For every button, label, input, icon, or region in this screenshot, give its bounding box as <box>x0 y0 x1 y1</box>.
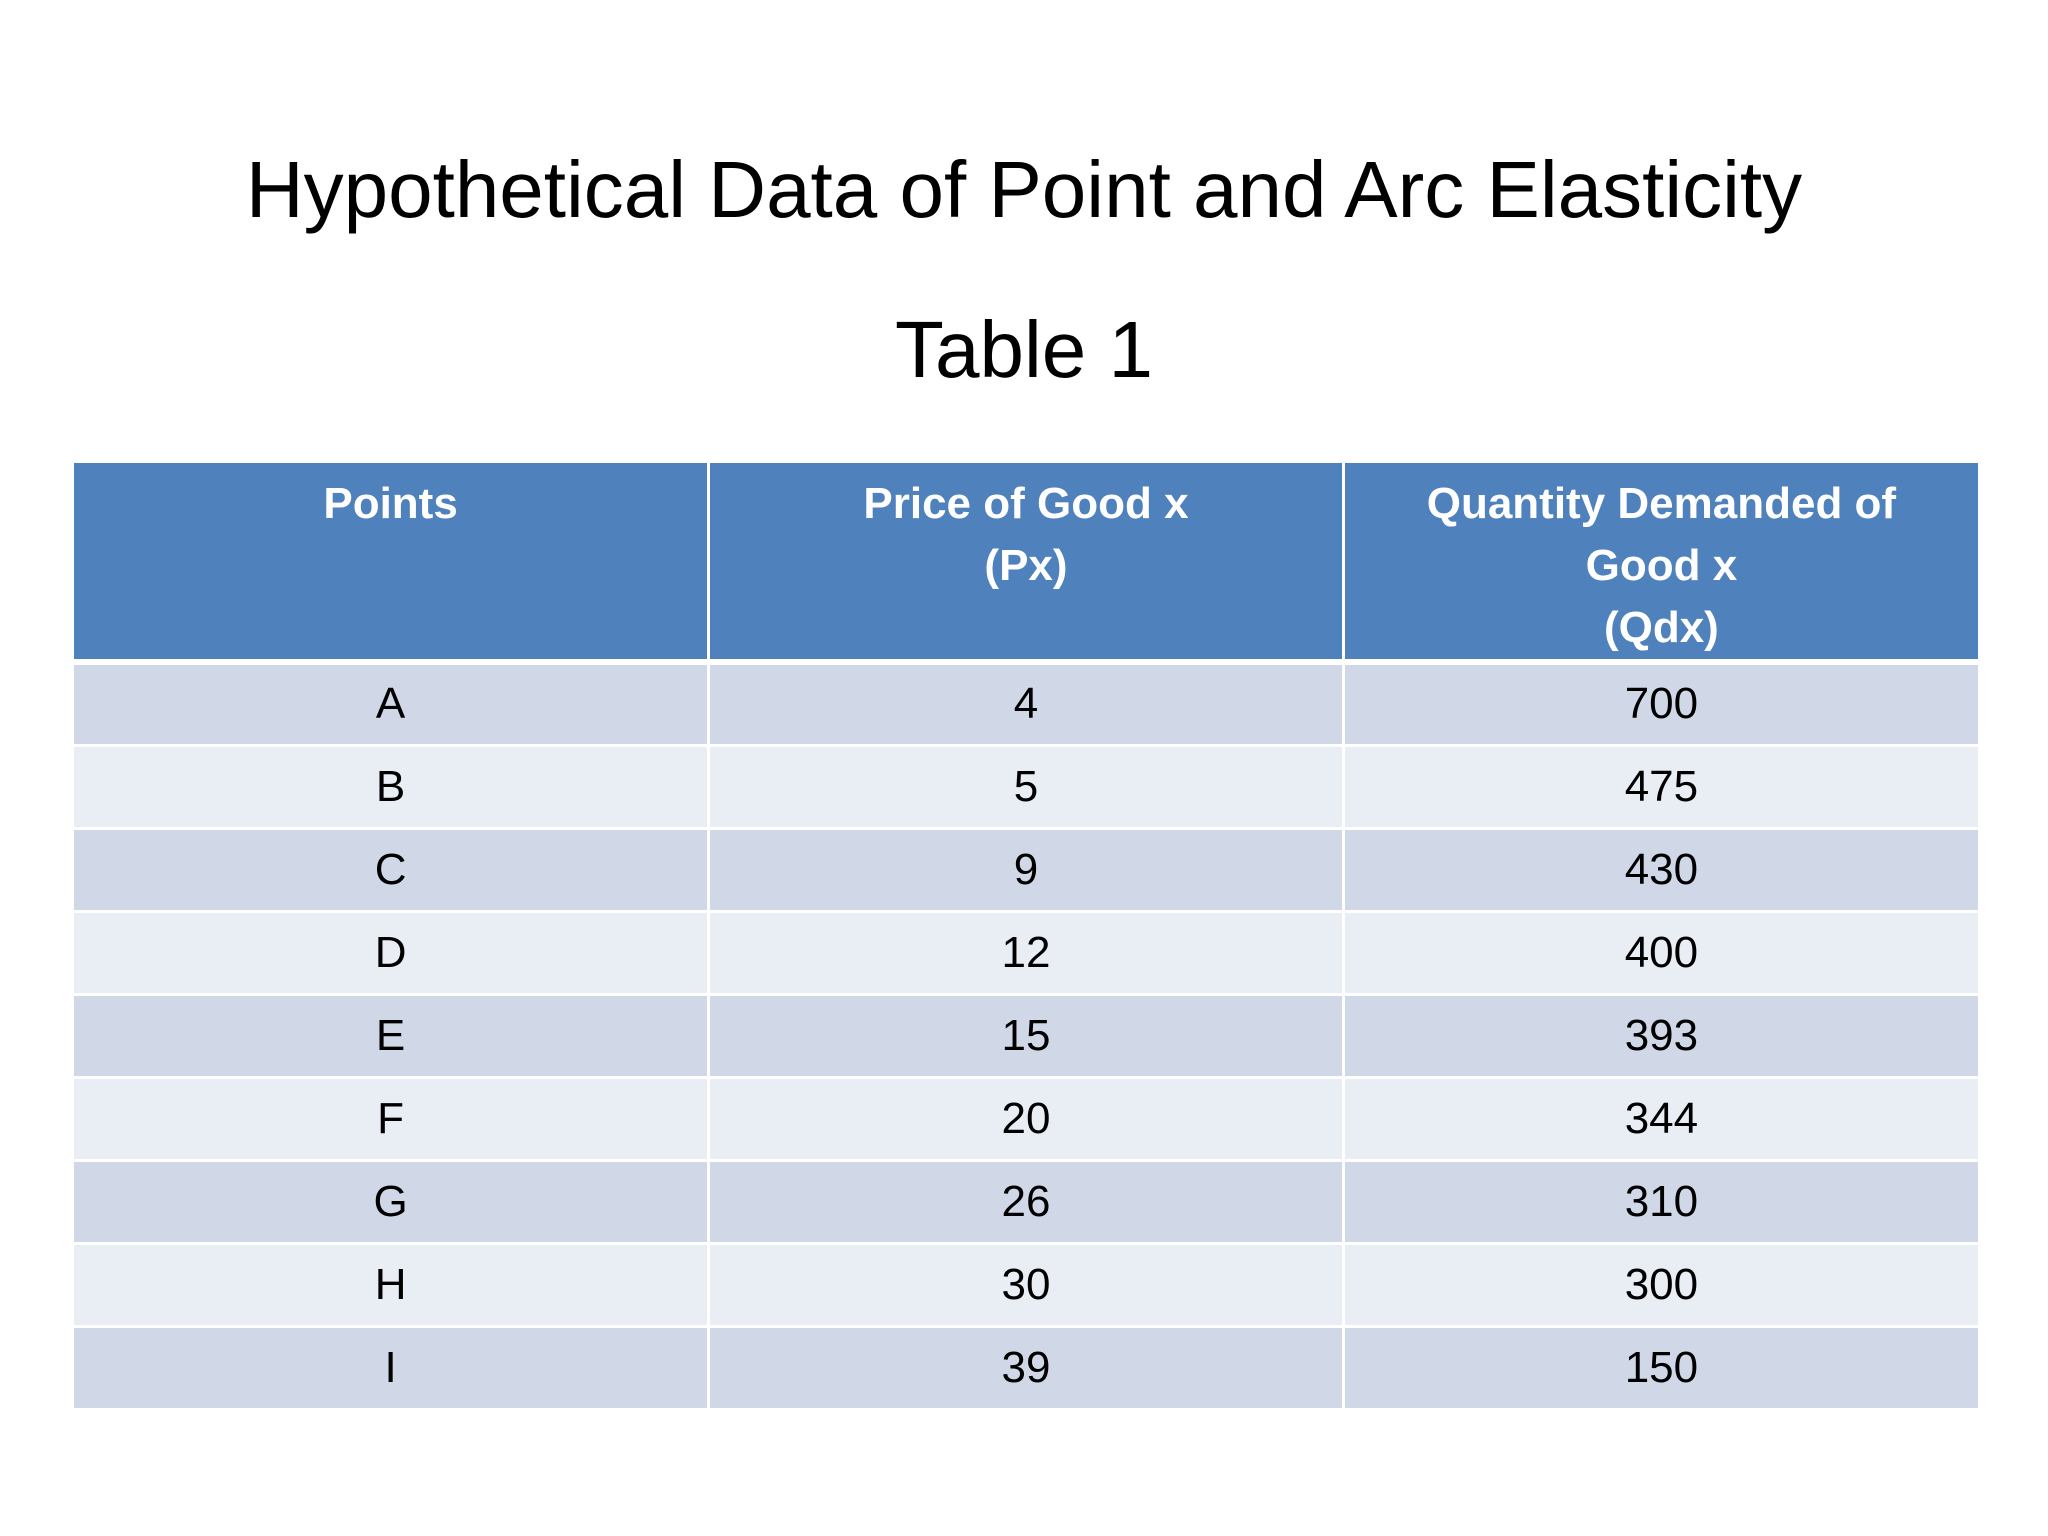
header-price: Price of Good x (Px) <box>708 463 1345 665</box>
slide-title: Hypothetical Data of Point and Arc Elast… <box>245 145 1803 234</box>
table-row: I 39 150 <box>74 1326 1978 1411</box>
cell-quantity: 400 <box>1343 911 1978 996</box>
cell-quantity: 300 <box>1343 1243 1978 1328</box>
header-line: (Px) <box>984 541 1068 590</box>
cell-price: 39 <box>708 1326 1345 1411</box>
cell-quantity: 700 <box>1343 662 1978 747</box>
cell-point: B <box>74 745 711 830</box>
cell-point: F <box>74 1077 711 1162</box>
cell-price: 26 <box>708 1160 1345 1245</box>
cell-point: A <box>74 662 711 747</box>
table-header-row: Points Price of Good x (Px) Quantity Dem… <box>74 463 1978 665</box>
cell-quantity: 310 <box>1343 1160 1978 1245</box>
cell-point: C <box>74 828 711 913</box>
cell-price: 20 <box>708 1077 1345 1162</box>
slide-subtitle: Table 1 <box>895 305 1153 394</box>
header-points: Points <box>74 463 711 665</box>
cell-quantity: 150 <box>1343 1326 1978 1411</box>
header-line: (Qdx) <box>1603 603 1719 652</box>
cell-quantity: 393 <box>1343 994 1978 1079</box>
table-row: A 4 700 <box>74 662 1978 747</box>
cell-price: 5 <box>708 745 1345 830</box>
cell-quantity: 344 <box>1343 1077 1978 1162</box>
cell-quantity: 430 <box>1343 828 1978 913</box>
table-row: D 12 400 <box>74 911 1978 996</box>
cell-point: E <box>74 994 711 1079</box>
table-row: H 30 300 <box>74 1243 1978 1328</box>
cell-point: I <box>74 1326 711 1411</box>
header-line: Price of Good x <box>863 479 1189 528</box>
header-line: Good x <box>1585 541 1738 590</box>
cell-price: 15 <box>708 994 1345 1079</box>
header-line: Quantity Demanded of <box>1426 479 1897 528</box>
header-line: Points <box>323 479 458 528</box>
table-row: C 9 430 <box>74 828 1978 913</box>
elasticity-data-table: Points Price of Good x (Px) Quantity Dem… <box>74 463 1978 1411</box>
table-row: B 5 475 <box>74 745 1978 830</box>
cell-price: 30 <box>708 1243 1345 1328</box>
table-row: F 20 344 <box>74 1077 1978 1162</box>
cell-price: 12 <box>708 911 1345 996</box>
table-row: E 15 393 <box>74 994 1978 1079</box>
cell-price: 4 <box>708 662 1345 747</box>
cell-quantity: 475 <box>1343 745 1978 830</box>
header-quantity: Quantity Demanded of Good x (Qdx) <box>1343 463 1978 665</box>
cell-point: D <box>74 911 711 996</box>
cell-point: H <box>74 1243 711 1328</box>
cell-point: G <box>74 1160 711 1245</box>
table-row: G 26 310 <box>74 1160 1978 1245</box>
cell-price: 9 <box>708 828 1345 913</box>
